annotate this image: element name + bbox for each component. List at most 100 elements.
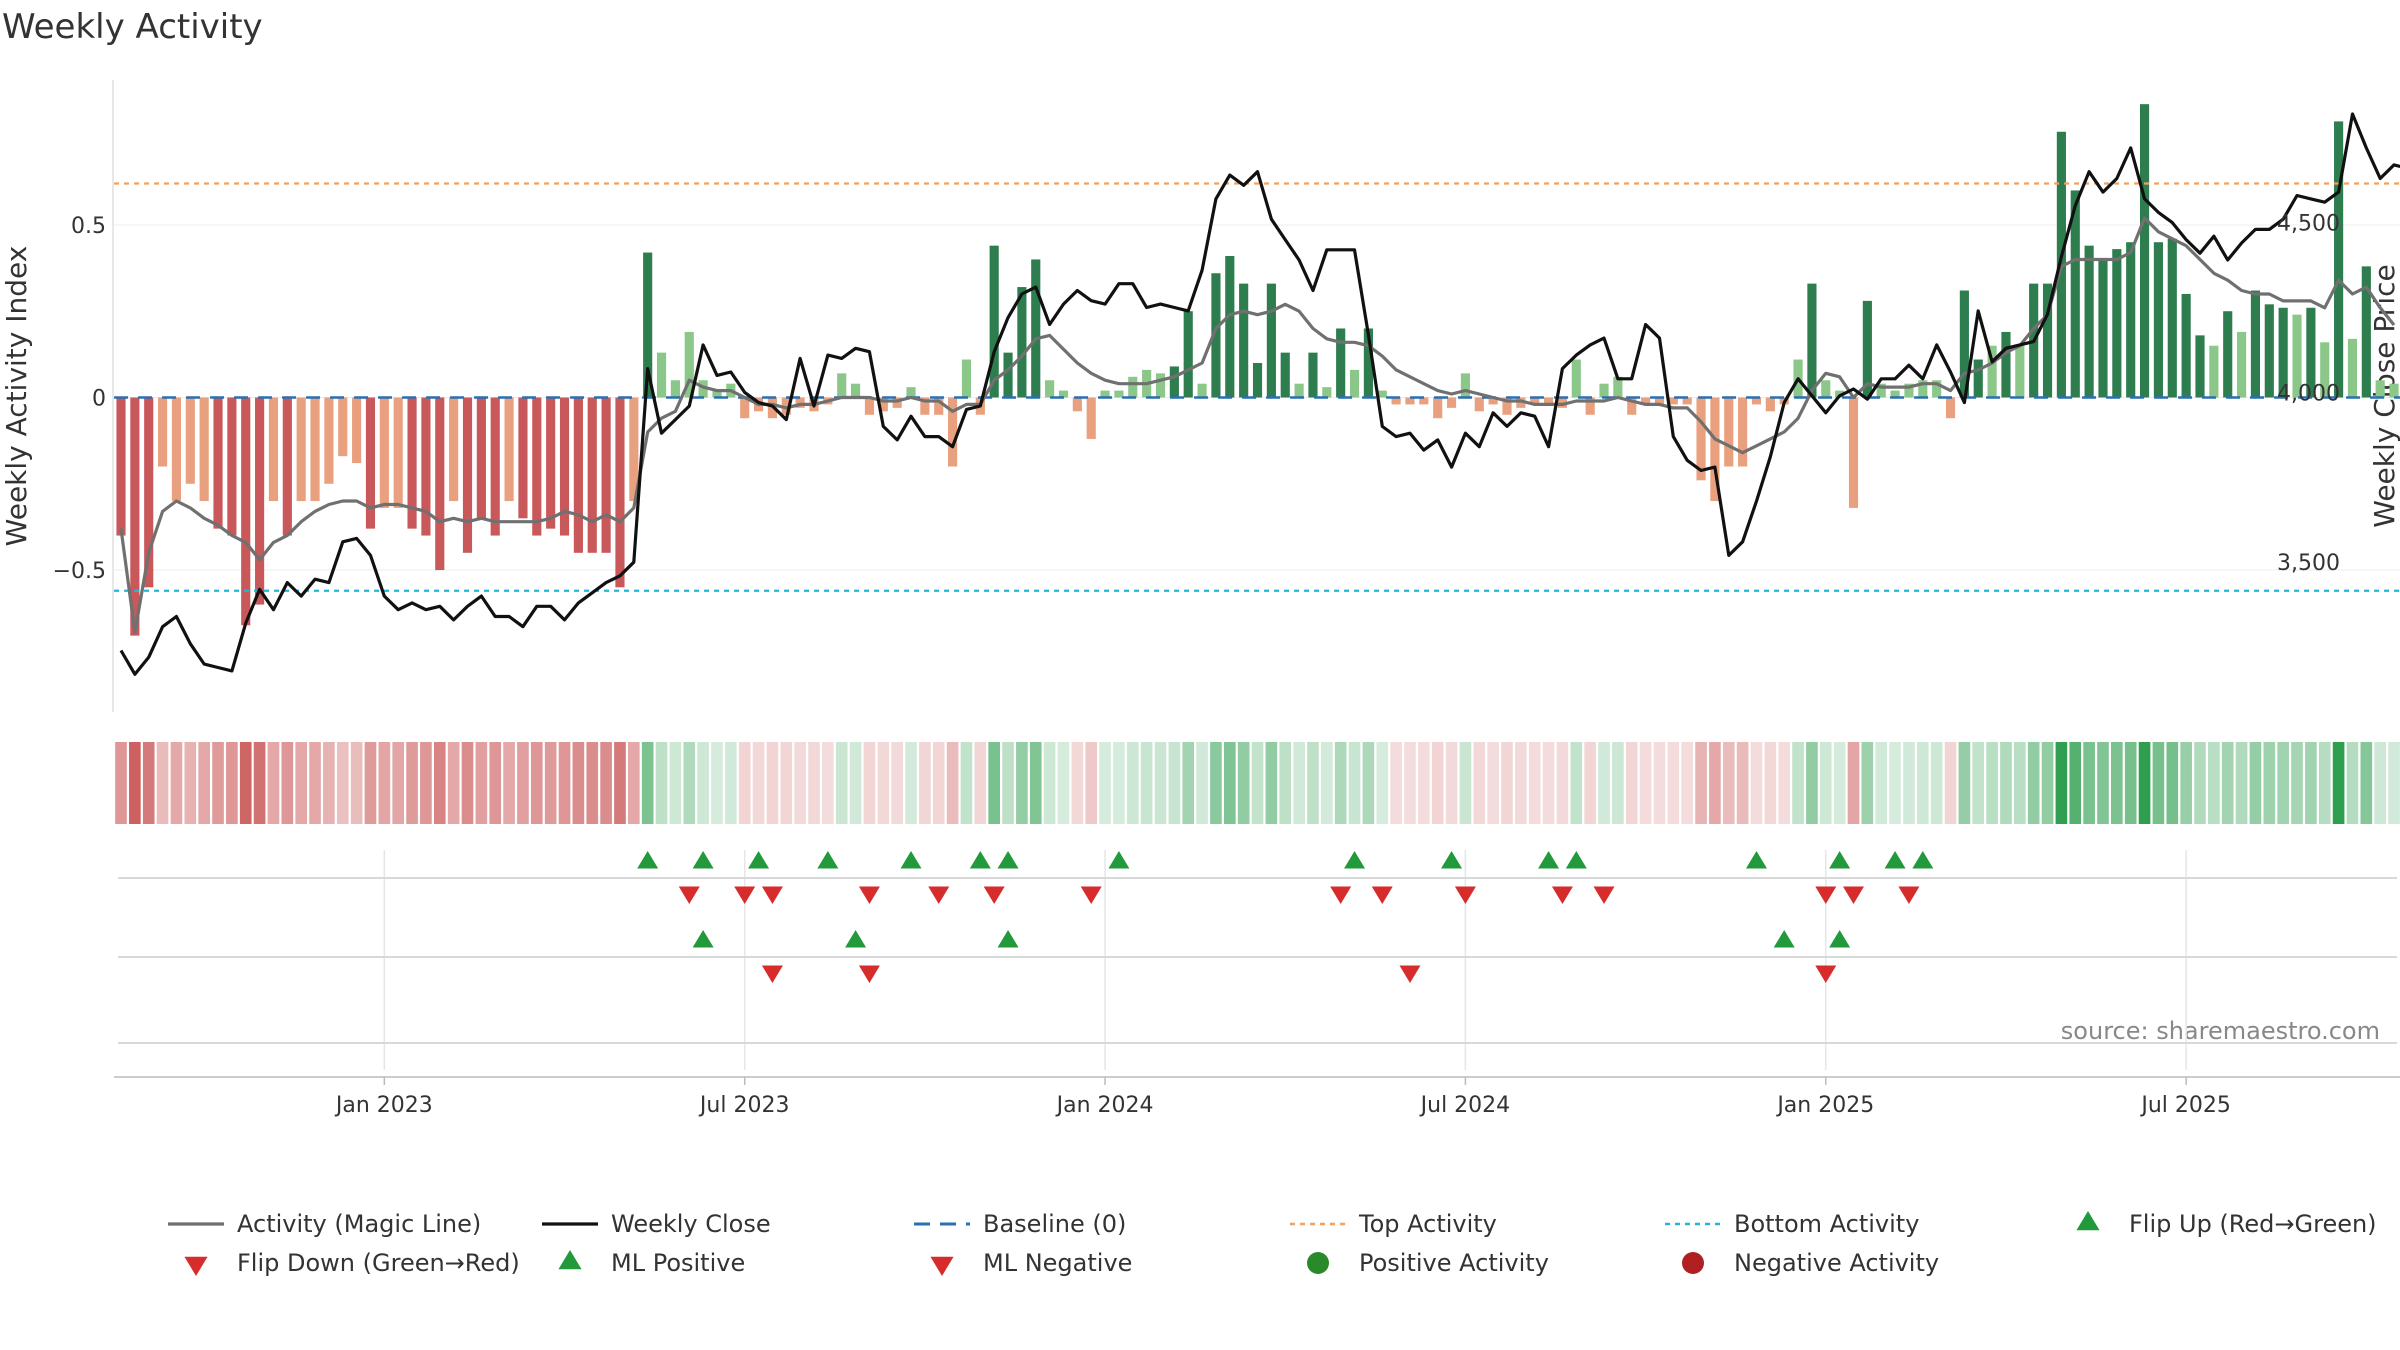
- heat-cell: [697, 742, 709, 824]
- flip-down-marker: [1551, 886, 1573, 904]
- activity-bar: [1155, 373, 1166, 398]
- legend-swatch: [184, 1256, 208, 1276]
- activity-bar: [643, 252, 653, 398]
- flip-down-marker: [761, 886, 783, 904]
- heat-cell: [212, 742, 224, 824]
- activity-bar: [989, 245, 999, 398]
- activity-bar: [892, 397, 902, 408]
- x-tick-label: Jan 2024: [1055, 1093, 1154, 1118]
- activity-bar: [1086, 397, 1096, 439]
- activity-bar: [2098, 259, 2108, 398]
- heat-cell: [614, 742, 626, 824]
- heat-cell: [974, 742, 987, 824]
- flip-down-marker: [1330, 886, 1352, 904]
- activity-bars: [116, 104, 2399, 636]
- activity-bar: [1890, 390, 1900, 398]
- activity-bar: [324, 397, 334, 484]
- activity-bar: [2042, 283, 2053, 398]
- activity-bar: [1391, 397, 1401, 405]
- activity-bar: [1377, 390, 1387, 398]
- flip-up-marker: [997, 851, 1019, 869]
- y-tick-label-left: −0.5: [53, 559, 106, 584]
- flip-down-marker: [1371, 886, 1393, 904]
- activity-bar: [2181, 293, 2191, 398]
- activity-bar: [1557, 397, 1568, 408]
- activity-bar: [1058, 390, 1069, 398]
- activity-bar: [2084, 245, 2094, 398]
- legend-label: Bottom Activity: [1734, 1210, 1919, 1238]
- activity-bar: [546, 397, 556, 529]
- activity-bar: [2195, 335, 2205, 398]
- activity-bar: [1003, 352, 1013, 398]
- flip-up-marker: [692, 851, 714, 869]
- activity-bar: [1613, 376, 1623, 398]
- activity-bar: [740, 397, 750, 419]
- heat-cell: [2374, 742, 2387, 824]
- heat-cell: [1418, 742, 1430, 824]
- source-note: source: sharemaestro.com: [2061, 1017, 2380, 1045]
- heat-cell: [2027, 742, 2040, 824]
- legend-item: Weekly Close: [542, 1210, 771, 1238]
- heat-cell: [1958, 742, 1971, 824]
- heat-cell: [406, 742, 418, 824]
- heat-cell: [835, 742, 848, 824]
- ml-positive-marker: [1773, 930, 1795, 948]
- activity-bar: [1045, 380, 1055, 398]
- heat-cell: [420, 742, 432, 824]
- heat-cell: [669, 742, 682, 824]
- x-tick-label: Jul 2024: [1419, 1093, 1511, 1118]
- activity-bar: [1987, 345, 1997, 398]
- activity-bar: [1211, 273, 1221, 398]
- heat-cell: [226, 742, 238, 824]
- heat-cell: [447, 742, 460, 824]
- heat-cell: [1168, 742, 1181, 824]
- heat-cell: [572, 742, 585, 824]
- heat-cell: [988, 742, 1001, 824]
- heat-cell: [1307, 742, 1319, 824]
- activity-bar: [851, 383, 861, 398]
- activity-bar: [1072, 397, 1082, 412]
- activity-bar: [2264, 304, 2274, 398]
- heat-cell: [2097, 742, 2109, 824]
- heat-cell: [1431, 742, 1444, 824]
- heat-cell: [2194, 742, 2206, 824]
- flip-down-marker: [1815, 886, 1837, 904]
- heat-cell: [1459, 742, 1472, 824]
- activity-bar: [1904, 383, 1914, 398]
- heat-cell: [1570, 742, 1583, 824]
- activity-bar: [171, 397, 182, 502]
- legend-label: Baseline (0): [983, 1210, 1126, 1238]
- heat-cell: [1473, 742, 1486, 824]
- activity-bar: [1474, 397, 1484, 412]
- heat-cell: [1847, 742, 1860, 824]
- activity-bar: [1627, 397, 1637, 415]
- heat-cell: [1528, 742, 1541, 824]
- heat-cell: [1916, 742, 1929, 824]
- heat-cell: [683, 742, 696, 824]
- flip-down-marker: [1080, 886, 1102, 904]
- activity-bar: [1031, 259, 1041, 398]
- flip-up-marker: [900, 851, 922, 869]
- heat-cell: [1002, 742, 1014, 824]
- activity-bar: [490, 397, 500, 536]
- activity-bar: [1807, 283, 1817, 398]
- heat-cell: [1639, 742, 1652, 824]
- heat-cell: [129, 742, 141, 824]
- heat-cell: [1126, 742, 1139, 824]
- activity-bar: [2306, 307, 2316, 398]
- heat-cell: [489, 742, 502, 824]
- activity-bar: [1918, 380, 1928, 398]
- legend-item: Positive Activity: [1307, 1249, 1549, 1277]
- x-tick-label: Jul 2025: [2139, 1093, 2231, 1118]
- activity-bar: [2209, 345, 2219, 398]
- activity-bar: [199, 397, 209, 502]
- activity-bar: [158, 397, 168, 467]
- activity-bar: [462, 397, 473, 553]
- activity-bar: [1266, 283, 1276, 398]
- heat-cell: [1875, 742, 1888, 824]
- heat-cell: [1612, 742, 1624, 824]
- heat-cell: [822, 742, 834, 824]
- activity-bar: [365, 397, 376, 529]
- activity-bar: [781, 397, 791, 415]
- activity-bar: [1114, 390, 1124, 398]
